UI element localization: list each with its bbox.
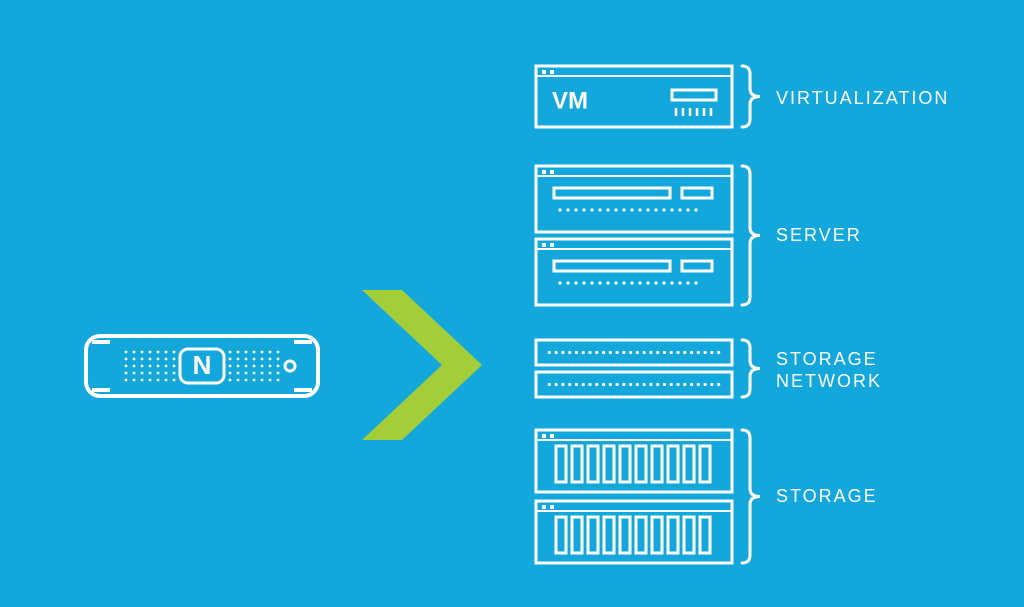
label-storage-network: STORAGENETWORK — [776, 348, 882, 392]
brace-icon — [742, 340, 760, 397]
label-virtualization: VIRTUALIZATION — [776, 88, 949, 109]
brace-icon — [742, 66, 760, 127]
vm-text: VM — [552, 88, 588, 115]
server-box — [536, 239, 732, 305]
label-storage: STORAGE — [776, 486, 878, 507]
storage-box — [536, 501, 732, 563]
server-box — [536, 166, 732, 232]
storage-box — [536, 430, 732, 492]
diagram-stage: N VM VIRTUALIZATION SERVER STORAGENETWORK ST… — [0, 0, 1024, 607]
appliance-badge-text: N — [193, 350, 212, 380]
brace-icon — [742, 166, 760, 305]
switch-box — [536, 340, 732, 365]
brace-icon — [742, 430, 760, 563]
switch-box — [536, 372, 732, 397]
appliance-icon: N — [86, 336, 318, 396]
vm-box: VM — [536, 66, 732, 127]
chevron-icon — [362, 290, 482, 440]
label-server: SERVER — [776, 225, 862, 246]
